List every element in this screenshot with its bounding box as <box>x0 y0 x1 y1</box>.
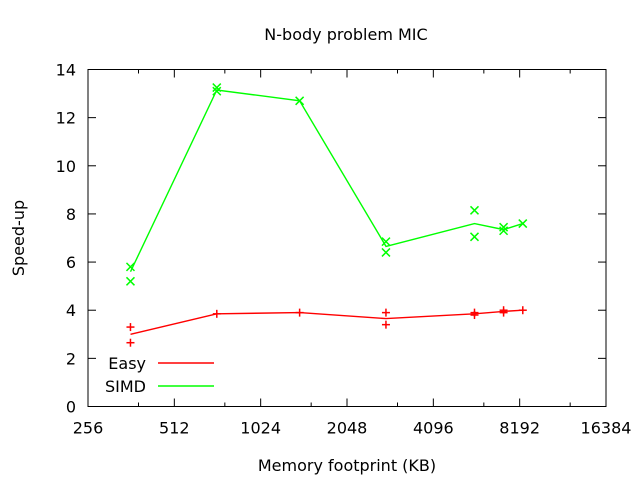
point-mark <box>499 222 509 232</box>
easy-data-point <box>381 308 390 317</box>
y-tick-label: 0 <box>66 398 76 417</box>
simd-data-point <box>518 219 528 229</box>
point-mark <box>125 262 135 272</box>
y-axis-label: Speed-up <box>9 200 28 276</box>
chart-title: N-body problem MIC <box>264 25 427 44</box>
simd-data-point <box>381 237 391 247</box>
easy-data-point <box>381 320 390 329</box>
simd-data-point <box>469 232 480 242</box>
x-tick-label: 1024 <box>240 419 281 438</box>
simd-data-point <box>125 276 135 286</box>
y-tick-label: 10 <box>56 157 76 176</box>
x-tick-label: 256 <box>73 419 104 438</box>
easy-series-line <box>130 309 523 335</box>
simd-data-point <box>212 83 222 93</box>
simd-data-point <box>295 96 305 106</box>
easy-data-point <box>295 308 304 317</box>
point-mark <box>381 247 391 257</box>
x-tick-label: 2048 <box>327 419 368 438</box>
easy-data-point <box>126 323 135 332</box>
point-mark <box>212 83 222 93</box>
simd-series-line <box>129 89 524 273</box>
point-mark <box>499 226 509 236</box>
y-tick-label: 8 <box>66 205 76 224</box>
x-tick-label: 16384 <box>581 419 632 438</box>
legend-label: Easy <box>108 354 146 373</box>
legend: Easy SIMD <box>105 354 214 396</box>
simd-data-point <box>381 247 391 257</box>
x-axis-label: Memory footprint (KB) <box>258 456 436 475</box>
legend-label: SIMD <box>105 377 146 396</box>
point-mark <box>469 205 480 215</box>
series-layer <box>125 83 528 347</box>
easy-data-point <box>499 308 508 317</box>
y-tick-label: 4 <box>66 301 76 320</box>
easy-data-point <box>212 309 221 318</box>
x-tick-label: 4096 <box>413 419 454 438</box>
point-mark <box>469 232 480 242</box>
simd-data-point <box>125 262 135 272</box>
point-mark <box>212 86 222 96</box>
y-axis: 0 2 4 6 8 10 12 14 <box>56 61 606 417</box>
plot-area <box>87 69 607 407</box>
easy-data-point <box>518 306 527 315</box>
x-tick-label: 512 <box>159 419 190 438</box>
easy-data-point <box>470 311 479 320</box>
simd-data-point <box>212 86 222 96</box>
y-tick-label: 12 <box>56 109 76 128</box>
simd-data-point <box>499 226 509 236</box>
point-mark <box>381 237 391 247</box>
x-tick-label: 8192 <box>499 419 540 438</box>
y-tick-label: 14 <box>56 61 76 80</box>
y-tick-label: 2 <box>66 349 76 368</box>
simd-data-point <box>499 222 509 232</box>
simd-data-point <box>469 205 480 215</box>
easy-data-point <box>126 338 135 347</box>
y-tick-label: 6 <box>66 253 76 272</box>
plot-frame <box>87 69 607 407</box>
point-mark <box>518 219 528 229</box>
point-mark <box>295 96 305 106</box>
point-mark <box>125 276 135 286</box>
x-axis: 256 512 1024 2048 4096 8192 16384 <box>73 69 632 438</box>
